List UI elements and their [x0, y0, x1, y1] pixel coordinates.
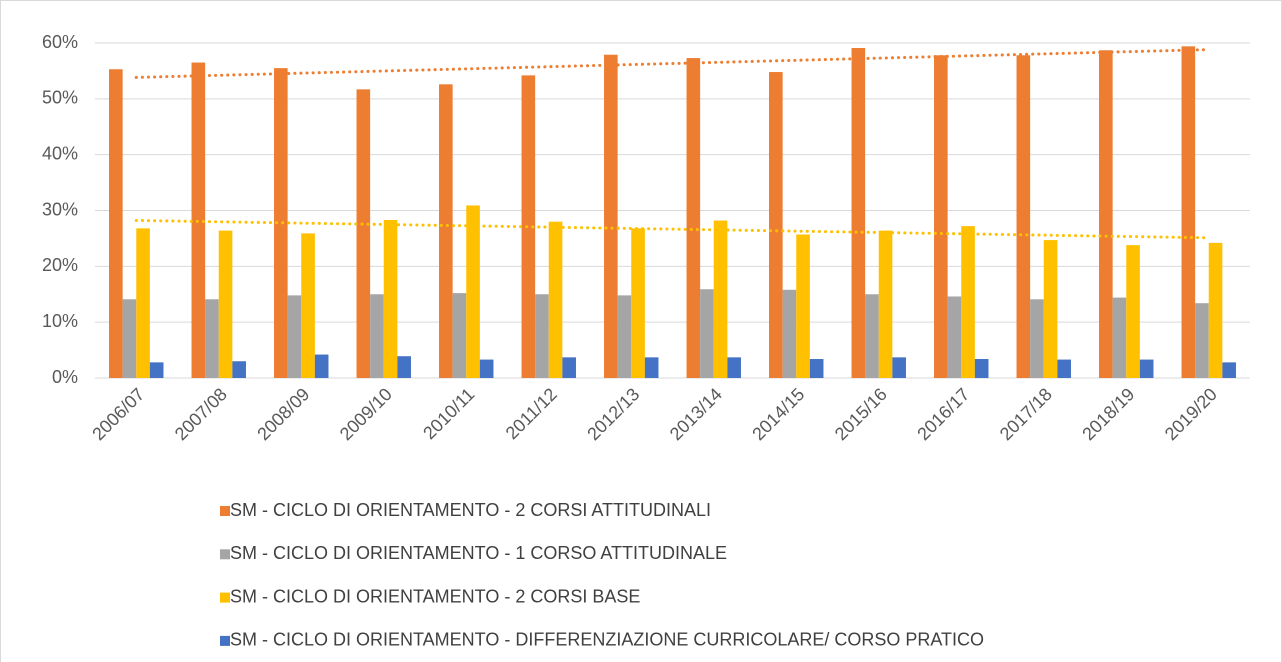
bar — [548, 221, 563, 378]
bar — [892, 357, 906, 378]
bar — [686, 58, 701, 378]
bar — [205, 299, 219, 378]
legend-swatch — [220, 635, 230, 646]
legend: SM - CICLO DI ORIENTAMENTO - 2 CORSI ATT… — [220, 500, 984, 650]
bar — [535, 294, 549, 378]
y-tick-label: 50% — [42, 88, 78, 108]
bar — [136, 228, 150, 378]
bar — [1030, 299, 1044, 378]
y-tick-label: 20% — [42, 255, 78, 275]
bar — [356, 89, 371, 378]
bar — [274, 68, 288, 378]
bar — [878, 230, 893, 378]
bar — [1043, 240, 1058, 378]
bar — [109, 69, 123, 378]
legend-swatch — [220, 592, 230, 603]
bar — [727, 357, 741, 378]
bar — [851, 48, 866, 379]
bar — [301, 233, 315, 378]
bar — [865, 294, 879, 378]
bar — [782, 289, 797, 378]
bar — [1222, 362, 1236, 378]
bar — [521, 75, 536, 378]
bar — [809, 359, 824, 378]
legend-label: SM - CICLO DI ORIENTAMENTO - 2 CORSI BAS… — [230, 586, 640, 606]
bar — [439, 84, 453, 379]
y-tick-label: 40% — [42, 143, 78, 163]
bar — [644, 357, 659, 378]
bar — [769, 72, 783, 379]
bar — [287, 295, 302, 378]
bar — [122, 299, 137, 378]
bar — [479, 359, 494, 378]
bar — [934, 55, 948, 379]
bar — [947, 296, 962, 378]
bar — [191, 62, 206, 379]
trendline — [134, 218, 1211, 240]
bar — [961, 226, 975, 378]
bar — [218, 230, 233, 378]
bar — [974, 359, 989, 378]
bar — [314, 354, 329, 378]
bar — [1112, 297, 1127, 378]
bar — [562, 357, 576, 378]
bar — [1208, 242, 1223, 378]
legend-label: SM - CICLO DI ORIENTAMENTO - 2 CORSI ATT… — [230, 500, 711, 520]
bar — [713, 220, 728, 378]
bar — [1195, 303, 1209, 378]
bar — [1139, 359, 1154, 378]
bar — [631, 228, 645, 378]
bar — [370, 294, 384, 378]
bar — [1181, 46, 1196, 378]
trendline — [134, 48, 1211, 79]
y-tick-label: 0% — [52, 367, 78, 387]
bar — [617, 295, 632, 378]
y-tick-label: 30% — [42, 199, 78, 219]
bar — [1099, 50, 1113, 379]
legend-swatch — [220, 549, 230, 560]
bar — [604, 54, 618, 378]
bar — [397, 356, 411, 378]
y-tick-label: 10% — [42, 311, 78, 331]
bar — [232, 361, 246, 378]
bar — [1016, 55, 1031, 379]
bar — [452, 293, 467, 378]
bar — [700, 289, 714, 378]
legend-label: SM - CICLO DI ORIENTAMENTO - DIFFERENZIA… — [230, 630, 984, 650]
bar — [466, 205, 480, 378]
bar — [383, 219, 398, 378]
legend-swatch — [220, 506, 230, 516]
legend-label: SM - CICLO DI ORIENTAMENTO - 1 CORSO ATT… — [230, 543, 727, 563]
bar — [149, 362, 164, 378]
bar — [1126, 245, 1140, 378]
y-tick-label: 60% — [42, 32, 78, 52]
bar — [1057, 359, 1071, 378]
bar — [796, 234, 810, 378]
